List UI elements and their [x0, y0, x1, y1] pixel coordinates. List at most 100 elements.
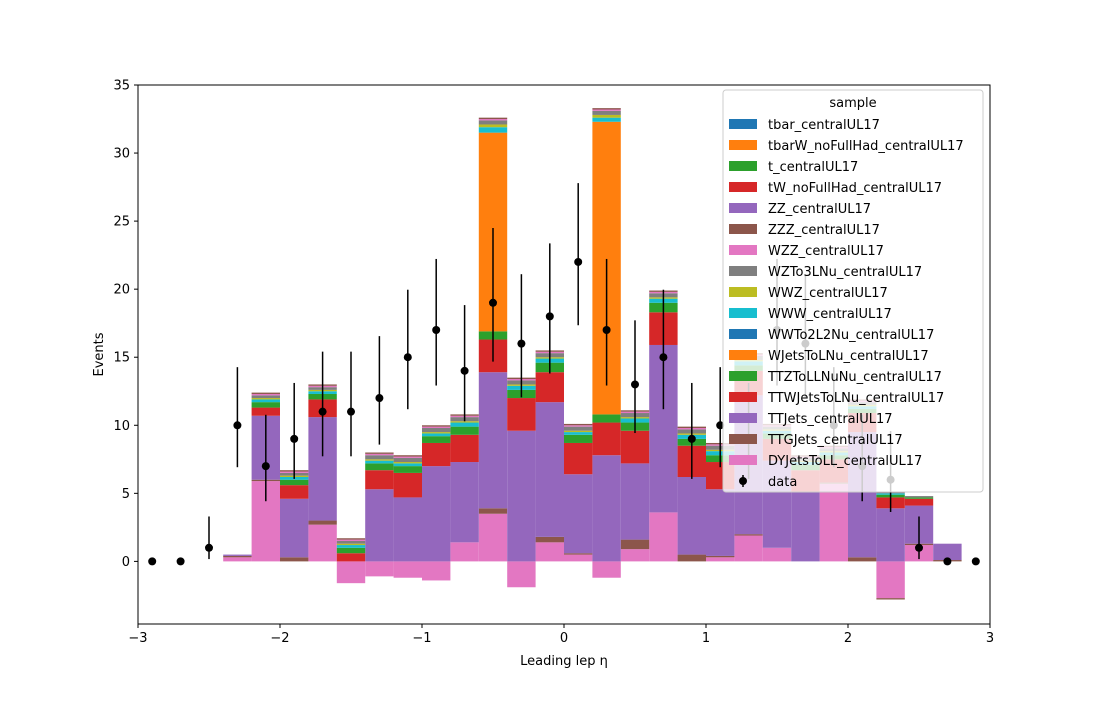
legend-box	[722, 89, 984, 493]
bar-segment	[592, 108, 621, 110]
bar-segment	[904, 497, 934, 499]
bar-segment	[649, 512, 678, 562]
bar-segment	[592, 110, 621, 115]
bar-segment	[904, 496, 934, 498]
bar-segment	[478, 127, 508, 133]
bar-segment	[365, 459, 394, 461]
bar-segment	[904, 498, 934, 506]
bar-segment	[933, 543, 962, 561]
bar-segment	[535, 402, 564, 537]
y-axis-label: Events	[92, 332, 107, 376]
bar-segment	[223, 555, 252, 558]
legend-label: WWZ_centralUL17	[768, 286, 888, 301]
bar-segment	[592, 414, 621, 423]
x-tick-label: 2	[844, 631, 852, 646]
data-point	[687, 434, 696, 443]
bar-segment	[564, 426, 593, 431]
bar-segment	[251, 392, 280, 394]
data-point	[318, 407, 327, 416]
bar-segment	[478, 117, 508, 120]
data-point	[176, 557, 185, 566]
legend: sample tbar_centralUL17 tbarW_noFullHad_c…	[722, 89, 984, 493]
bar-segment	[308, 524, 337, 562]
bar-segment	[393, 472, 422, 498]
bar-segment	[365, 455, 394, 460]
legend-label: TTZToLLNuNu_centralUL17	[767, 370, 942, 385]
legend-swatch	[729, 119, 757, 129]
bar-segment	[336, 547, 366, 554]
bar-segment	[592, 455, 621, 562]
data-point	[659, 353, 668, 362]
bar-segment	[620, 549, 650, 562]
x-tick-label: 1	[702, 631, 710, 646]
bar-segment	[564, 554, 593, 562]
bar-segment	[478, 372, 508, 509]
bar-segment	[564, 434, 593, 443]
bar-segment	[734, 534, 763, 536]
legend-label: data	[768, 475, 797, 490]
bar-segment	[564, 432, 593, 435]
bar-segment	[450, 426, 479, 435]
bar-segment	[422, 561, 451, 581]
legend-data-marker	[739, 477, 747, 485]
data-point	[517, 339, 526, 348]
data-point	[347, 407, 355, 416]
bar-segment	[478, 124, 508, 128]
x-tick-label: −3	[128, 631, 147, 646]
bar-segment	[365, 561, 394, 577]
legend-label: tbar_centralUL17	[768, 118, 880, 133]
legend-label: WJetsToLNu_centralUL17	[768, 349, 929, 364]
bar-segment	[564, 430, 593, 433]
bar-segment	[507, 430, 536, 562]
x-tick-label: −2	[270, 631, 289, 646]
bar-segment	[677, 554, 706, 562]
bar-segment	[393, 561, 422, 578]
bar-segment	[422, 466, 451, 562]
bar-segment	[251, 395, 280, 399]
bar-segment	[762, 547, 792, 562]
legend-label: tW_noFullHad_centralUL17	[768, 181, 942, 196]
bar-segment	[365, 463, 394, 471]
bar-segment	[592, 117, 621, 122]
legend-swatch	[729, 182, 757, 192]
x-tick-label: 0	[560, 631, 568, 646]
data-point	[971, 557, 980, 566]
bar-segment	[791, 491, 820, 562]
bars-layer	[223, 108, 962, 600]
bar-segment	[677, 477, 706, 555]
bar-segment	[393, 457, 422, 463]
legend-label: DYJetsToLL_centralUL17	[768, 454, 922, 469]
legend-label: WWW_centralUL17	[768, 307, 892, 322]
bar-segment	[280, 498, 309, 558]
data-point	[261, 462, 270, 471]
legend-label: tbarW_noFullHad_centralUL17	[768, 139, 964, 154]
bar-segment	[876, 598, 905, 600]
bar-segment	[336, 561, 366, 584]
legend-swatch	[729, 434, 757, 444]
y-tick-label: 30	[113, 147, 130, 162]
bar-segment	[450, 421, 479, 423]
bar-segment	[365, 452, 394, 454]
bar-segment	[706, 489, 735, 556]
data-point	[915, 543, 923, 552]
legend-label: TTWJetsToLNu_centralUL17	[767, 391, 944, 406]
bar-segment	[393, 455, 422, 457]
data-point	[233, 421, 242, 430]
legend-label: WZZ_centralUL17	[768, 244, 884, 259]
data-point	[460, 366, 469, 375]
bar-segment	[620, 539, 650, 550]
bar-segment	[365, 470, 394, 490]
bar-segment	[450, 422, 479, 427]
bar-segment	[507, 398, 536, 431]
bar-segment	[422, 425, 451, 427]
y-tick-label: 5	[122, 487, 130, 502]
y-tick-label: 0	[122, 555, 130, 570]
bar-segment	[535, 536, 564, 543]
bar-segment	[365, 453, 394, 456]
bar-segment	[251, 407, 280, 416]
bar-segment	[478, 508, 508, 514]
data-point	[943, 557, 952, 566]
bar-segment	[478, 513, 508, 562]
bar-segment	[422, 426, 451, 428]
